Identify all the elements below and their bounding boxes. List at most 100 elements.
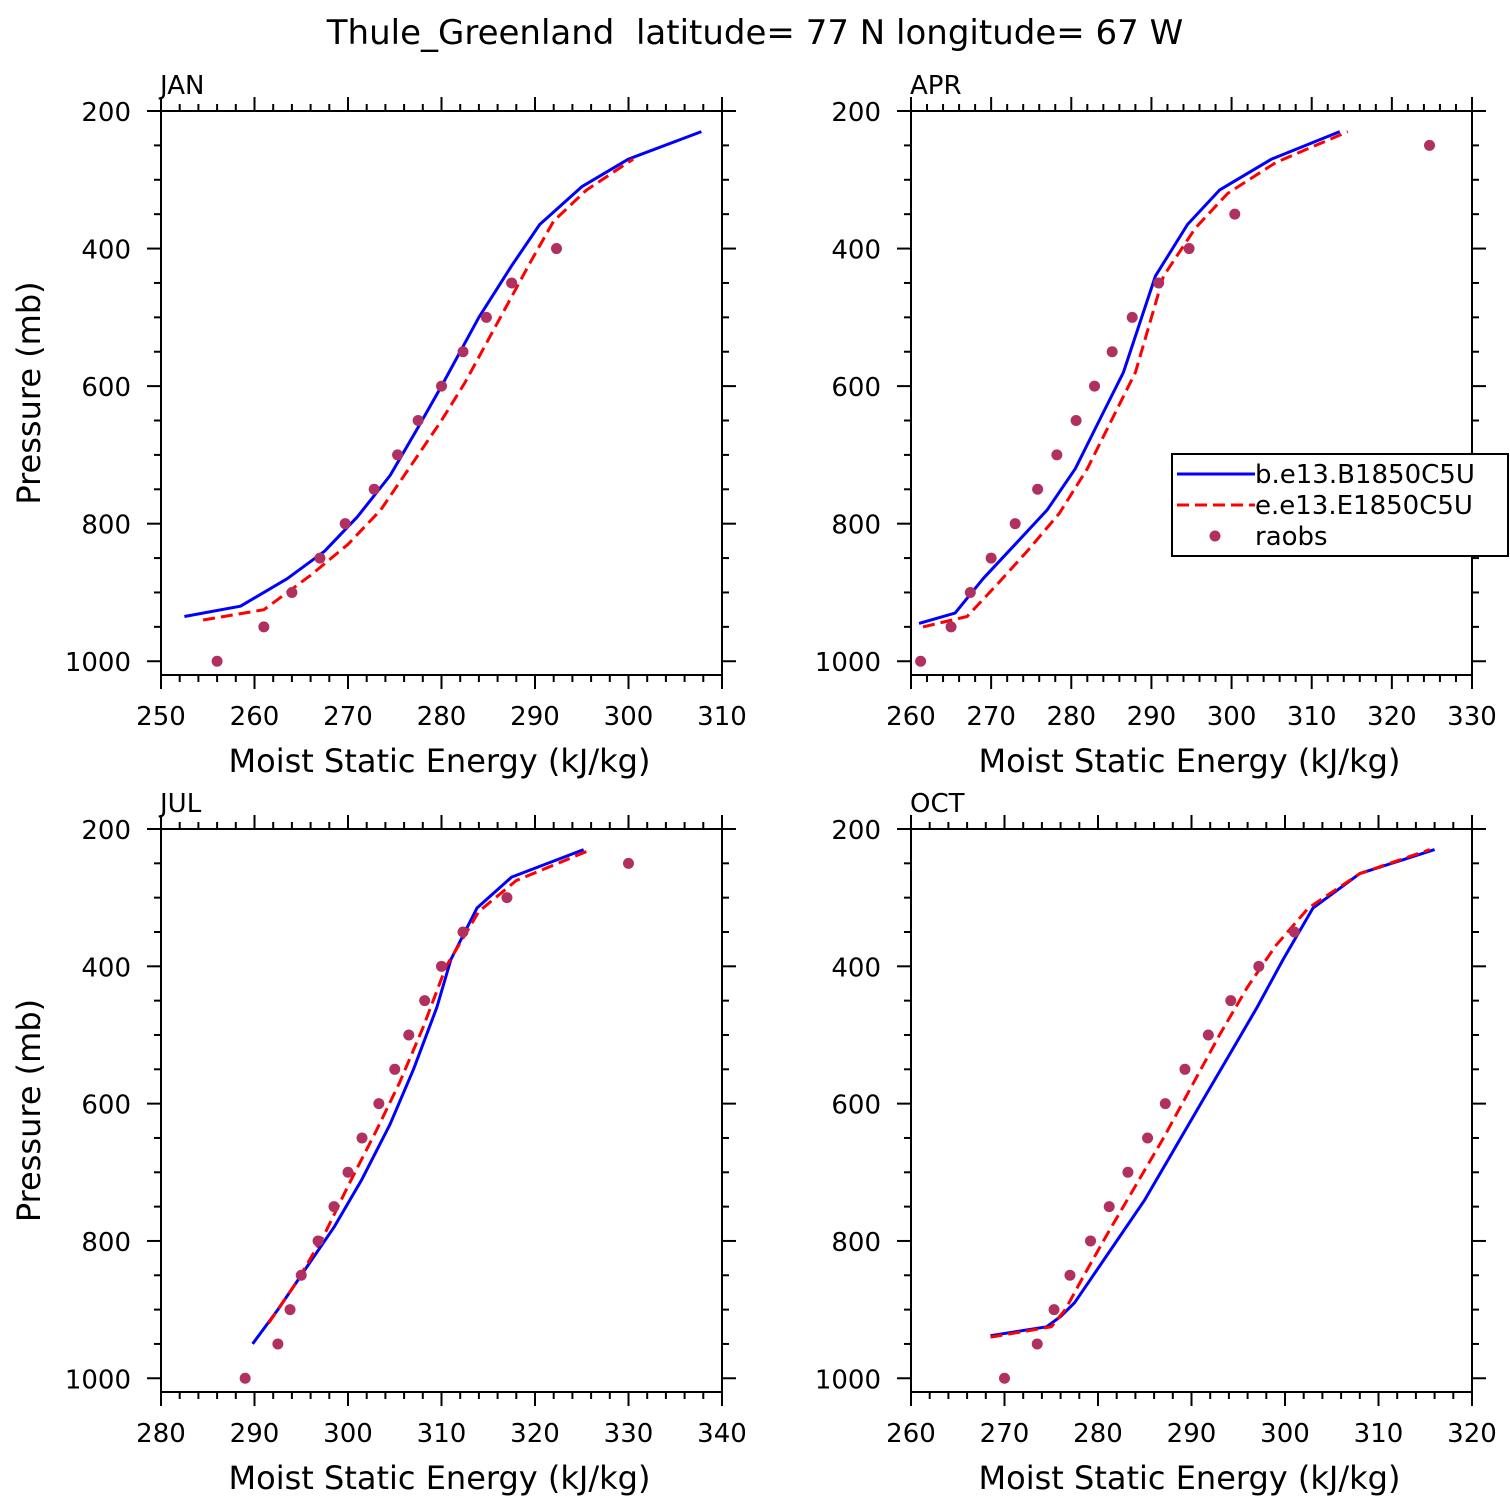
y-tick-label: 200 bbox=[81, 98, 131, 128]
x-tick-label: 280 bbox=[417, 702, 467, 732]
x-tick-label: 330 bbox=[1447, 702, 1497, 732]
raobs-point bbox=[945, 621, 957, 633]
raobs-point bbox=[258, 621, 270, 633]
series-line-b13-B1850C5U bbox=[918, 130, 1341, 625]
plot-frame bbox=[160, 828, 723, 1393]
y-tick-label: 1000 bbox=[815, 1365, 881, 1395]
x-tick-label: 280 bbox=[1046, 702, 1096, 732]
raobs-point bbox=[389, 1063, 401, 1075]
y-tick-label: 200 bbox=[831, 98, 881, 128]
raobs-point bbox=[373, 1098, 385, 1110]
y-tick-label: 600 bbox=[81, 373, 131, 403]
series-group bbox=[918, 130, 1349, 629]
legend-box bbox=[1171, 453, 1509, 557]
y-tick-label: 400 bbox=[831, 953, 881, 983]
y-tick-label: 200 bbox=[81, 816, 131, 846]
raobs-point bbox=[1031, 1338, 1043, 1350]
x-axis-label: Moist Static Energy (kJ/kg) bbox=[979, 742, 1401, 780]
panels: 250 260 270 280 290 300 310 200 400 600 800 1000 Moi… bbox=[10, 71, 1509, 1497]
x-tick-label: 290 bbox=[510, 702, 560, 732]
x-tick-label: 310 bbox=[417, 1419, 467, 1449]
raobs-point bbox=[1051, 449, 1063, 461]
raobs-point bbox=[419, 995, 431, 1007]
x-tick-label: 270 bbox=[323, 702, 373, 732]
raobs-point bbox=[1089, 380, 1101, 392]
x-tick-label: 300 bbox=[604, 702, 654, 732]
raobs-point bbox=[1229, 208, 1241, 220]
panel-label: JAN bbox=[158, 71, 204, 101]
x-tick-label: 280 bbox=[136, 1419, 186, 1449]
series-line-e13-E1850C5U bbox=[922, 130, 1349, 629]
raobs-point bbox=[272, 1338, 284, 1350]
raobs-point bbox=[239, 1372, 251, 1384]
x-tick-label: 290 bbox=[1127, 702, 1177, 732]
raobs-point bbox=[1202, 1029, 1214, 1041]
x-tick-label: 320 bbox=[1447, 1419, 1497, 1449]
plot-frame bbox=[160, 110, 723, 676]
plot-frame bbox=[910, 110, 1473, 676]
raobs-point bbox=[623, 857, 634, 869]
raobs-point bbox=[1064, 1269, 1076, 1281]
panel-label: OCT bbox=[910, 789, 965, 819]
raobs-point bbox=[339, 518, 351, 530]
x-tick-label: 260 bbox=[886, 702, 936, 732]
x-tick-label: 290 bbox=[1167, 1419, 1217, 1449]
raobs-point bbox=[1103, 1201, 1115, 1213]
y-tick-label: 600 bbox=[831, 1091, 881, 1121]
raobs-point bbox=[506, 277, 518, 289]
raobs-point bbox=[1424, 139, 1436, 151]
y-axis-label: Pressure (mb) bbox=[10, 999, 48, 1222]
raobs-point bbox=[286, 586, 298, 598]
raobs-point bbox=[328, 1201, 340, 1213]
y-tick-label: 800 bbox=[81, 1228, 131, 1258]
x-axis-label: Moist Static Energy (kJ/kg) bbox=[979, 1459, 1401, 1497]
raobs-point bbox=[1225, 995, 1237, 1007]
y-tick-label: 200 bbox=[831, 816, 881, 846]
raobs-point bbox=[1122, 1166, 1134, 1178]
x-axis-label: Moist Static Energy (kJ/kg) bbox=[229, 742, 651, 780]
raobs-point bbox=[356, 1132, 368, 1144]
legend-marker bbox=[1209, 530, 1221, 542]
y-axis-label: Pressure (mb) bbox=[10, 281, 48, 504]
legend-label: e.e13.E1850C5U bbox=[1255, 491, 1473, 521]
series-line-b13-B1850C5U bbox=[990, 848, 1436, 1338]
y-tick-label: 400 bbox=[81, 236, 131, 266]
y-tick-label: 1000 bbox=[815, 648, 881, 678]
raobs-point bbox=[1183, 243, 1195, 255]
raobs-point bbox=[436, 380, 447, 392]
raobs-point bbox=[312, 1235, 324, 1247]
raobs-point bbox=[368, 483, 380, 495]
panel-apr: 260 270 280 290 300 310 320 330 200 400 600 800 1000… bbox=[815, 71, 1509, 780]
x-tick-label: 340 bbox=[697, 1419, 747, 1449]
x-tick-label: 270 bbox=[980, 1419, 1030, 1449]
raobs-point bbox=[551, 243, 563, 255]
raobs-point bbox=[436, 960, 447, 972]
y-tick-label: 1000 bbox=[65, 1365, 131, 1395]
legend-label: raobs bbox=[1255, 522, 1328, 552]
panel-label: JUL bbox=[158, 789, 202, 819]
raobs-point bbox=[480, 311, 492, 323]
raobs-point bbox=[1070, 415, 1082, 427]
x-tick-label: 300 bbox=[1260, 1419, 1310, 1449]
raobs-point bbox=[1153, 277, 1165, 289]
y-tick-label: 400 bbox=[831, 236, 881, 266]
x-tick-label: 330 bbox=[604, 1419, 654, 1449]
raobs-point bbox=[284, 1304, 296, 1316]
raobs-point bbox=[1288, 926, 1300, 938]
raobs-point bbox=[392, 449, 404, 461]
x-tick-label: 310 bbox=[697, 702, 747, 732]
y-tick-label: 800 bbox=[831, 511, 881, 541]
series-line-b13-B1850C5U bbox=[184, 130, 702, 618]
x-tick-label: 250 bbox=[136, 702, 186, 732]
series-line-e13-E1850C5U bbox=[202, 157, 635, 622]
series-line-e13-E1850C5U bbox=[990, 848, 1431, 1339]
raobs-point bbox=[295, 1269, 307, 1281]
raobs-point bbox=[915, 655, 927, 667]
raobs-point bbox=[985, 552, 997, 564]
raobs-point bbox=[1085, 1235, 1097, 1247]
panel-jan: 250 260 270 280 290 300 310 200 400 600 800 1000 Moi… bbox=[10, 71, 747, 780]
series-group bbox=[990, 848, 1436, 1339]
x-tick-label: 300 bbox=[1207, 702, 1257, 732]
